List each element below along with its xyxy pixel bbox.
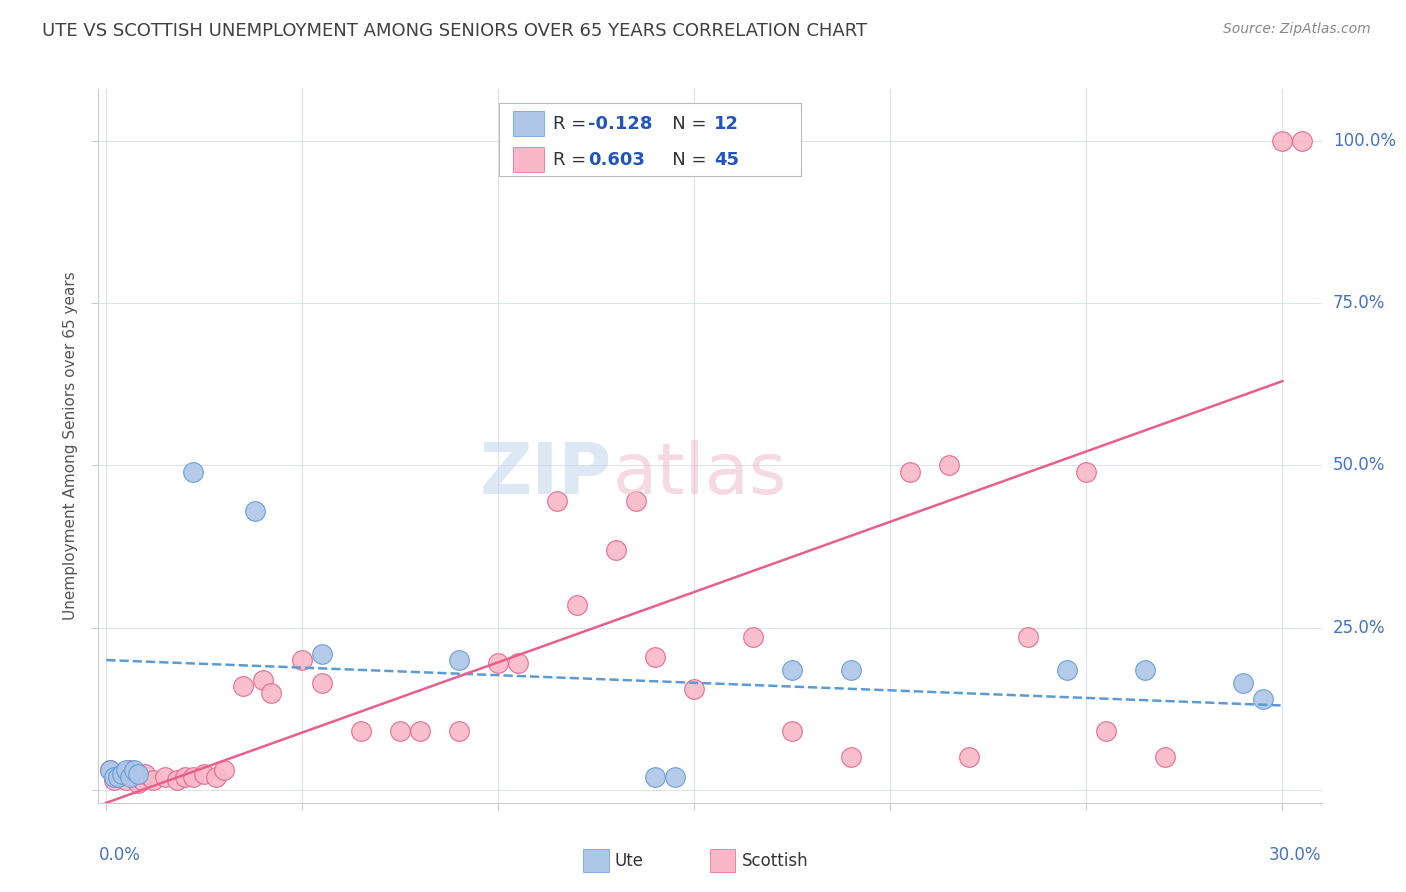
Point	[449, 724, 471, 739]
Point	[103, 773, 125, 788]
Text: R =: R =	[553, 115, 592, 133]
Point	[134, 766, 156, 780]
Text: 12: 12	[714, 115, 740, 133]
Point	[742, 631, 765, 645]
Point	[782, 663, 804, 677]
Point	[115, 773, 138, 788]
Point	[311, 675, 333, 690]
Text: -0.128: -0.128	[588, 115, 652, 133]
Point	[839, 663, 862, 677]
Text: UTE VS SCOTTISH UNEMPLOYMENT AMONG SENIORS OVER 65 YEARS CORRELATION CHART: UTE VS SCOTTISH UNEMPLOYMENT AMONG SENIO…	[42, 22, 868, 40]
Point	[409, 724, 432, 739]
Point	[1271, 134, 1294, 148]
Point	[252, 673, 274, 687]
Point	[389, 724, 412, 739]
Point	[260, 685, 283, 699]
Point	[115, 764, 138, 778]
Text: R =: R =	[553, 151, 592, 169]
Point	[103, 770, 125, 784]
Text: 30.0%: 30.0%	[1270, 846, 1322, 863]
Point	[98, 764, 121, 778]
Point	[938, 458, 960, 473]
Text: atlas: atlas	[612, 440, 786, 509]
Text: 50.0%: 50.0%	[1333, 457, 1385, 475]
Point	[506, 657, 529, 671]
Point	[1017, 631, 1039, 645]
Text: ZIP: ZIP	[479, 440, 612, 509]
Text: Source: ZipAtlas.com: Source: ZipAtlas.com	[1223, 22, 1371, 37]
Point	[127, 776, 149, 790]
Text: 45: 45	[714, 151, 740, 169]
Point	[98, 764, 121, 778]
Point	[486, 657, 509, 671]
Point	[107, 770, 129, 784]
Point	[605, 542, 627, 557]
Point	[1056, 663, 1078, 677]
Point	[122, 764, 145, 778]
Point	[245, 504, 267, 518]
Point	[153, 770, 176, 784]
Point	[166, 773, 188, 788]
Point	[131, 773, 153, 788]
Point	[181, 770, 204, 784]
Point	[957, 750, 980, 764]
Text: 25.0%: 25.0%	[1333, 619, 1385, 637]
Text: N =: N =	[655, 151, 713, 169]
Point	[111, 766, 134, 780]
Point	[782, 724, 804, 739]
Point	[565, 598, 588, 612]
Text: 0.603: 0.603	[588, 151, 644, 169]
Point	[1095, 724, 1118, 739]
Point	[664, 770, 686, 784]
Point	[118, 770, 141, 784]
Point	[898, 465, 921, 479]
Text: 75.0%: 75.0%	[1333, 294, 1385, 312]
Y-axis label: Unemployment Among Seniors over 65 years: Unemployment Among Seniors over 65 years	[63, 272, 79, 620]
Point	[127, 766, 149, 780]
Point	[1076, 465, 1098, 479]
Text: 0.0%: 0.0%	[98, 846, 141, 863]
Point	[1251, 692, 1274, 706]
Point	[644, 770, 666, 784]
Point	[142, 773, 165, 788]
Point	[546, 494, 568, 508]
Point	[624, 494, 647, 508]
Point	[173, 770, 195, 784]
Text: Ute: Ute	[614, 852, 644, 870]
Point	[232, 679, 254, 693]
Point	[107, 770, 129, 784]
Text: Scottish: Scottish	[742, 852, 808, 870]
Point	[1135, 663, 1157, 677]
Point	[193, 766, 215, 780]
Point	[311, 647, 333, 661]
Point	[205, 770, 228, 784]
Text: 100.0%: 100.0%	[1333, 132, 1396, 150]
Point	[212, 764, 235, 778]
Point	[1153, 750, 1175, 764]
Point	[291, 653, 314, 667]
Point	[683, 682, 706, 697]
Point	[122, 770, 145, 784]
Point	[350, 724, 373, 739]
Point	[1291, 134, 1313, 148]
Point	[839, 750, 862, 764]
Point	[1232, 675, 1254, 690]
Point	[111, 766, 134, 780]
Point	[118, 764, 141, 778]
Text: N =: N =	[655, 115, 713, 133]
Point	[181, 465, 204, 479]
Point	[449, 653, 471, 667]
Point	[644, 649, 666, 664]
